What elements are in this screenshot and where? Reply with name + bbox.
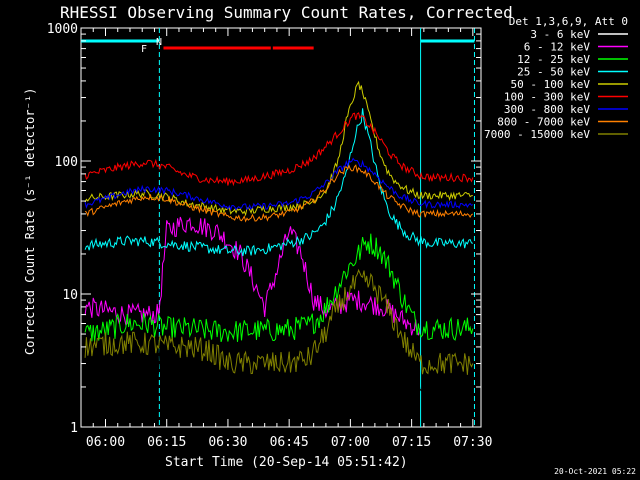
x-tick-label: 07:00 [331, 435, 370, 450]
legend-label: 800 - 7000 keV [497, 116, 590, 129]
chart-title: RHESSI Observing Summary Count Rates, Co… [60, 3, 513, 22]
flare-flag-label: F [141, 44, 147, 55]
legend-label: 6 - 12 keV [524, 41, 591, 54]
x-tick-label: 06:00 [86, 435, 125, 450]
x-tick-label: 07:15 [392, 435, 431, 450]
series-line-8 [84, 268, 474, 375]
axis-ticks [81, 27, 481, 428]
x-tick-label: 07:30 [453, 435, 492, 450]
legend-label: 50 - 100 keV [511, 78, 591, 91]
legend-title: Det 1,3,6,9, Att 0 [509, 15, 628, 28]
series-line-5 [84, 112, 474, 187]
x-tick-labels: 06:00 06:15 06:30 06:45 07:00 07:15 07:30 [86, 435, 492, 450]
legend-label: 25 - 50 keV [517, 66, 590, 79]
footer-timestamp: 20-Oct-2021 05:22 [554, 467, 636, 476]
series-line-3 [84, 108, 473, 257]
plot-frame [80, 27, 482, 428]
y-axis-label: Corrected Count Rate (s⁻¹ detector⁻¹) [23, 88, 37, 355]
legend-label: 300 - 800 keV [504, 103, 590, 116]
series-line-0 [84, 197, 474, 429]
series-line-1 [84, 216, 421, 336]
series-line-6 [84, 157, 474, 211]
x-tick-label: 06:15 [147, 435, 186, 450]
x-tick-label: 06:45 [270, 435, 309, 450]
series-line-7 [84, 164, 474, 223]
legend-label: 3 - 6 keV [530, 28, 590, 41]
night-flag-label: N [156, 37, 162, 48]
legend-label: 12 - 25 keV [517, 53, 590, 66]
y-tick-label: 1 [70, 421, 78, 436]
x-axis-label: Start Time (20-Sep-14 05:51:42) [165, 455, 408, 470]
x-tick-label: 06:30 [208, 435, 247, 450]
y-tick-label: 1000 [47, 22, 78, 37]
series-line-2 [84, 233, 474, 343]
legend-label: 100 - 300 keV [504, 91, 590, 104]
y-tick-label: 100 [55, 155, 78, 170]
y-tick-labels: 1 10 100 1000 [47, 22, 78, 436]
series-layer [84, 80, 474, 429]
legend-label: 7000 - 15000 keV [484, 128, 590, 141]
y-tick-label: 10 [62, 288, 78, 303]
